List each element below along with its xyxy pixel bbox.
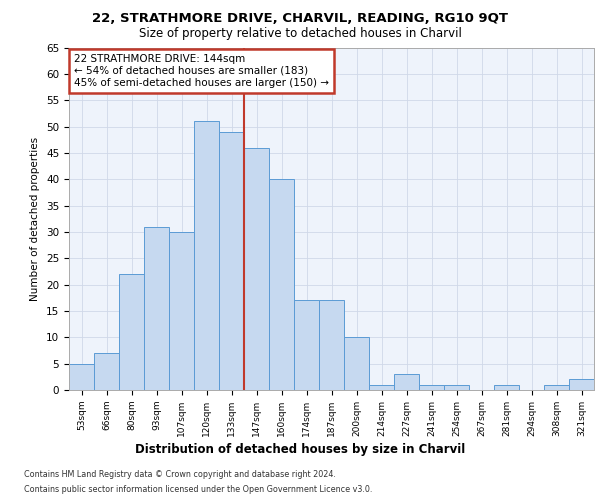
Bar: [294, 300, 319, 390]
Bar: [494, 384, 519, 390]
Bar: [219, 132, 244, 390]
Bar: [119, 274, 144, 390]
Bar: [269, 179, 294, 390]
Bar: [369, 384, 394, 390]
Text: Size of property relative to detached houses in Charvil: Size of property relative to detached ho…: [139, 28, 461, 40]
Bar: [194, 122, 219, 390]
Bar: [144, 226, 169, 390]
Text: Contains public sector information licensed under the Open Government Licence v3: Contains public sector information licen…: [24, 485, 373, 494]
Bar: [394, 374, 419, 390]
Text: 22, STRATHMORE DRIVE, CHARVIL, READING, RG10 9QT: 22, STRATHMORE DRIVE, CHARVIL, READING, …: [92, 12, 508, 26]
Bar: [419, 384, 444, 390]
Bar: [69, 364, 94, 390]
Bar: [344, 338, 369, 390]
Bar: [444, 384, 469, 390]
Bar: [319, 300, 344, 390]
Bar: [544, 384, 569, 390]
Text: Contains HM Land Registry data © Crown copyright and database right 2024.: Contains HM Land Registry data © Crown c…: [24, 470, 336, 479]
Y-axis label: Number of detached properties: Number of detached properties: [31, 136, 40, 301]
Bar: [169, 232, 194, 390]
Bar: [569, 380, 594, 390]
Bar: [94, 353, 119, 390]
Text: Distribution of detached houses by size in Charvil: Distribution of detached houses by size …: [135, 442, 465, 456]
Bar: [244, 148, 269, 390]
Text: 22 STRATHMORE DRIVE: 144sqm
← 54% of detached houses are smaller (183)
45% of se: 22 STRATHMORE DRIVE: 144sqm ← 54% of det…: [74, 54, 329, 88]
